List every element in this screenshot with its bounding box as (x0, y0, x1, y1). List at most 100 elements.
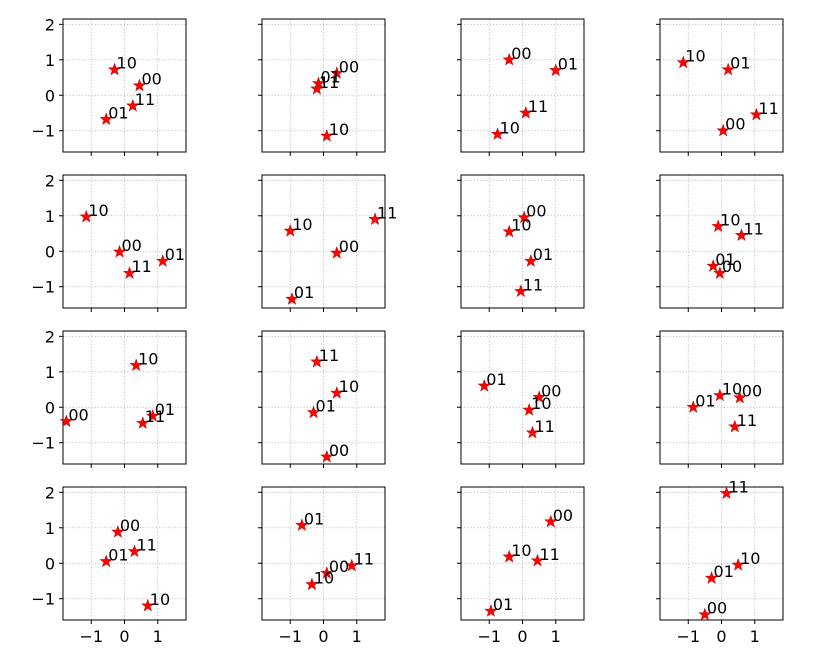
point-marker (295, 518, 309, 532)
point-label: 10 (329, 120, 349, 139)
point-marker (519, 105, 533, 119)
point-label: 11 (319, 346, 339, 365)
point-label: 11 (135, 90, 155, 109)
point-label: 10 (339, 377, 359, 396)
point-label: 00 (339, 57, 359, 76)
point-marker (330, 385, 344, 399)
point-label: 00 (742, 382, 762, 401)
y-tick-label: 2 (45, 327, 55, 346)
point-label: 10 (685, 47, 705, 66)
y-tick-label: 0 (45, 242, 55, 261)
y-tick-label: −1 (31, 122, 55, 141)
point-marker (132, 78, 147, 92)
point-marker (79, 209, 94, 223)
point-marker (59, 414, 74, 428)
point-label: 01 (316, 397, 336, 416)
point-label: 01 (108, 103, 128, 122)
y-tick-label: 1 (45, 363, 55, 382)
point-marker (484, 604, 498, 617)
point-label: 00 (329, 557, 349, 576)
point-marker (514, 284, 528, 298)
point-label: 10 (150, 590, 170, 609)
point-marker (107, 62, 122, 76)
point-marker (310, 81, 324, 95)
point-marker (127, 544, 142, 558)
x-tick-label: −1 (278, 627, 302, 646)
point-marker (311, 76, 326, 90)
point-label: 11 (145, 407, 165, 426)
point-label: 10 (138, 349, 158, 368)
point-marker (522, 402, 536, 416)
point-label: 11 (728, 477, 748, 496)
point-marker (721, 62, 735, 76)
point-label: 10 (511, 216, 531, 235)
point-marker (734, 228, 749, 242)
point-marker (711, 219, 725, 233)
point-marker (525, 425, 540, 439)
point-marker (283, 223, 298, 237)
point-marker (320, 128, 334, 142)
point-marker (502, 224, 516, 238)
point-label: 10 (314, 569, 334, 588)
point-marker (490, 127, 505, 141)
point-marker (330, 66, 344, 80)
point-marker (548, 63, 563, 77)
point-marker (99, 112, 113, 126)
point-label: 11 (523, 275, 543, 294)
point-marker (285, 292, 299, 305)
point-marker (733, 390, 747, 404)
y-tick-label: 1 (45, 207, 55, 226)
point-label: 01 (558, 54, 578, 73)
point-label: 10 (722, 380, 742, 399)
point-marker (111, 524, 125, 538)
point-label: 10 (511, 541, 531, 560)
point-label: 11 (743, 219, 763, 238)
point-marker (704, 571, 719, 584)
point-label: 00 (707, 599, 727, 618)
point-label: 00 (541, 381, 561, 400)
point-marker (686, 400, 701, 414)
x-tick-label: 1 (551, 627, 561, 646)
point-marker (310, 354, 324, 368)
point-label: 10 (500, 118, 520, 137)
point-marker (524, 254, 538, 267)
y-tick-label: 0 (45, 554, 55, 573)
point-label: 11 (758, 99, 778, 118)
subplot-1-3: 00 01 11 10 (457, 18, 585, 156)
point-marker (477, 378, 492, 392)
point-marker (706, 259, 720, 272)
x-tick-label: −1 (676, 627, 700, 646)
point-label: 01 (695, 391, 715, 410)
point-label: 01 (715, 250, 735, 269)
point-marker (731, 557, 745, 571)
point-label: 11 (377, 203, 397, 222)
subplot-1-4: 10 01 11 00 (656, 18, 784, 156)
x-tick-label: −1 (79, 627, 103, 646)
point-marker (99, 554, 113, 568)
x-tick-label: 0 (318, 627, 328, 646)
point-label: 10 (292, 215, 312, 234)
point-label: 01 (321, 68, 341, 87)
point-marker (141, 598, 155, 612)
point-label: 01 (108, 545, 128, 564)
point-marker (713, 388, 727, 402)
point-marker (122, 266, 137, 279)
point-label: 11 (534, 417, 554, 436)
point-label: 11 (319, 73, 339, 92)
point-label: 00 (725, 115, 745, 134)
point-label: 00 (122, 236, 142, 255)
point-marker (126, 98, 140, 112)
point-label: 00 (511, 44, 531, 63)
